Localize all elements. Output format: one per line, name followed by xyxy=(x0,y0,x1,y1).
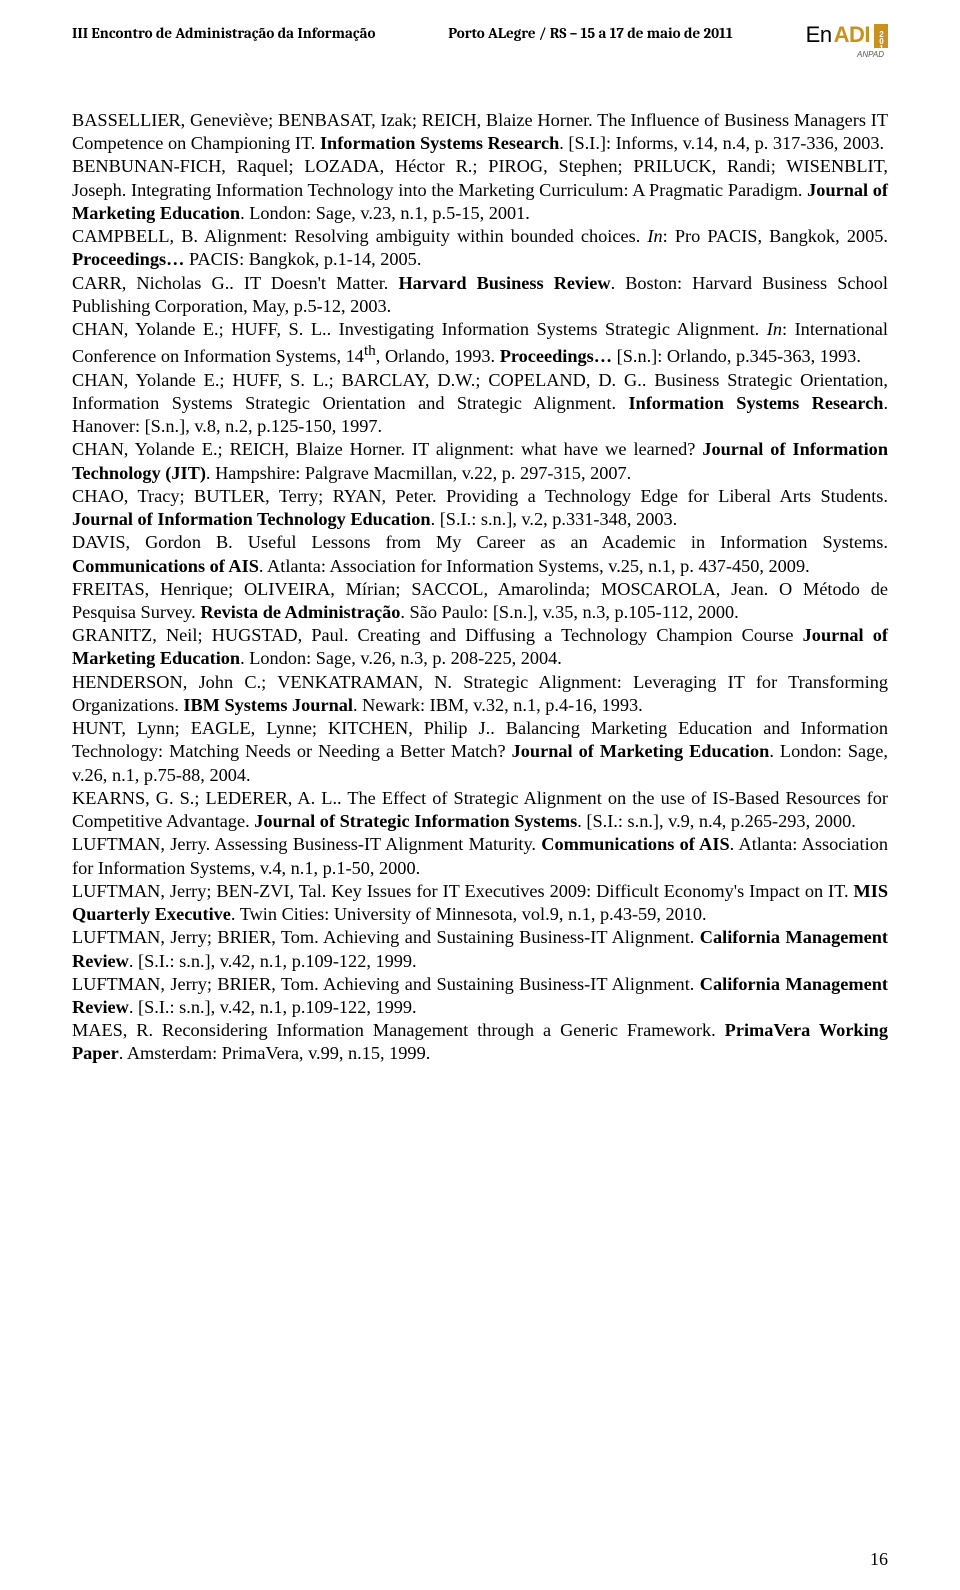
anpad-label: ANPAD xyxy=(857,51,888,59)
page-number: 16 xyxy=(870,1549,888,1570)
reference-entry: CHAN, Yolande E.; HUFF, S. L.. Investiga… xyxy=(72,318,888,369)
enadi-logo: En ADI 2011 ANPAD xyxy=(806,24,888,59)
location-dates: Porto ALegre / RS – 15 a 17 de maio de 2… xyxy=(448,24,733,42)
reference-entry: LUFTMAN, Jerry; BRIER, Tom. Achieving an… xyxy=(72,973,888,1019)
reference-entry: LUFTMAN, Jerry; BEN-ZVI, Tal. Key Issues… xyxy=(72,880,888,926)
reference-entry: CARR, Nicholas G.. IT Doesn't Matter. Ha… xyxy=(72,272,888,318)
logo-adi-text: ADI xyxy=(834,24,870,46)
reference-entry: MAES, R. Reconsidering Information Manag… xyxy=(72,1019,888,1065)
logo-main: En ADI 2011 xyxy=(806,24,888,48)
reference-entry: CAMPBELL, B. Alignment: Resolving ambigu… xyxy=(72,225,888,271)
reference-entry: BASSELLIER, Geneviève; BENBASAT, Izak; R… xyxy=(72,109,888,155)
reference-entry: FREITAS, Henrique; OLIVEIRA, Mírian; SAC… xyxy=(72,578,888,624)
reference-entry: HUNT, Lynn; EAGLE, Lynne; KITCHEN, Phili… xyxy=(72,717,888,787)
reference-entry: HENDERSON, John C.; VENKATRAMAN, N. Stra… xyxy=(72,671,888,717)
logo-en-text: En xyxy=(806,24,832,46)
page-header: III Encontro de Administração da Informa… xyxy=(72,24,888,59)
reference-entry: CHAN, Yolande E.; HUFF, S. L.; BARCLAY, … xyxy=(72,369,888,439)
references-block: BASSELLIER, Geneviève; BENBASAT, Izak; R… xyxy=(72,109,888,1066)
reference-entry: CHAN, Yolande E.; REICH, Blaize Horner. … xyxy=(72,438,888,484)
logo-year-badge: 2011 xyxy=(874,24,888,48)
reference-entry: KEARNS, G. S.; LEDERER, A. L.. The Effec… xyxy=(72,787,888,833)
reference-entry: LUFTMAN, Jerry. Assessing Business-IT Al… xyxy=(72,833,888,879)
reference-entry: BENBUNAN-FICH, Raquel; LOZADA, Héctor R.… xyxy=(72,155,888,225)
reference-entry: DAVIS, Gordon B. Useful Lessons from My … xyxy=(72,531,888,577)
reference-entry: CHAO, Tracy; BUTLER, Terry; RYAN, Peter.… xyxy=(72,485,888,531)
event-title: III Encontro de Administração da Informa… xyxy=(72,24,375,42)
reference-entry: GRANITZ, Neil; HUGSTAD, Paul. Creating a… xyxy=(72,624,888,670)
reference-entry: LUFTMAN, Jerry; BRIER, Tom. Achieving an… xyxy=(72,926,888,972)
